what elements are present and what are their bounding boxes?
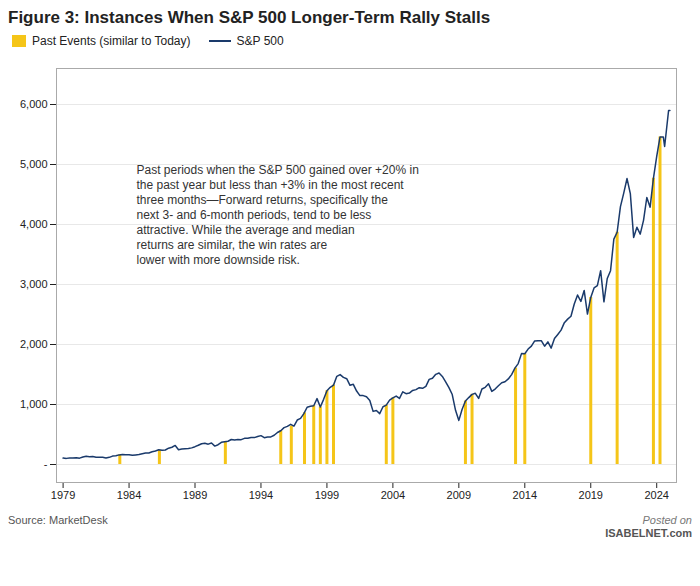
svg-text:2009: 2009	[447, 489, 471, 501]
svg-text:2019: 2019	[579, 489, 603, 501]
svg-text:5,000: 5,000	[20, 158, 48, 170]
svg-text:2024: 2024	[644, 489, 668, 501]
svg-text:2014: 2014	[513, 489, 537, 501]
svg-text:1989: 1989	[183, 489, 207, 501]
svg-text:1984: 1984	[117, 489, 141, 501]
svg-text:2,000: 2,000	[20, 338, 48, 350]
svg-text:6,000: 6,000	[20, 98, 48, 110]
svg-text:3,000: 3,000	[20, 278, 48, 290]
svg-text:1,000: 1,000	[20, 398, 48, 410]
svg-text:1999: 1999	[315, 489, 339, 501]
svg-text:-: -	[44, 458, 48, 470]
svg-text:2004: 2004	[381, 489, 405, 501]
svg-text:4,000: 4,000	[20, 218, 48, 230]
svg-text:1994: 1994	[249, 489, 273, 501]
svg-text:1979: 1979	[51, 489, 75, 501]
svg-text:Past periods when the S&P 500: Past periods when the S&P 500 gained ove…	[137, 163, 419, 267]
